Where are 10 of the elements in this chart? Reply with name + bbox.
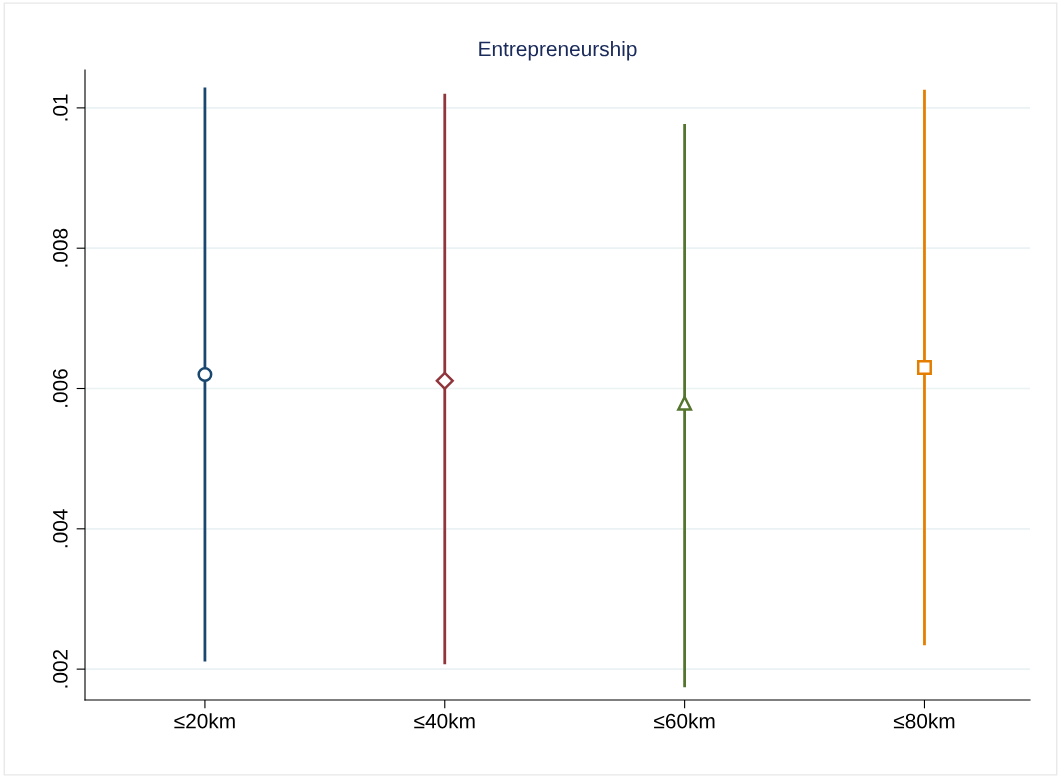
y-tick-label: .004: [52, 509, 68, 548]
y-tick-label: .006: [52, 369, 68, 407]
chart-title: Entrepreneurship: [479, 41, 637, 61]
x-tick-label: ≤40km: [414, 713, 475, 729]
y-tick-label: .002: [52, 649, 68, 688]
y-tick-label: .008: [52, 228, 68, 267]
y-tick-label: .01: [52, 94, 68, 121]
x-tick-label: ≤80km: [893, 713, 955, 729]
x-tick-label: ≤20km: [174, 713, 235, 729]
x-tick-label: ≤60km: [654, 713, 715, 729]
